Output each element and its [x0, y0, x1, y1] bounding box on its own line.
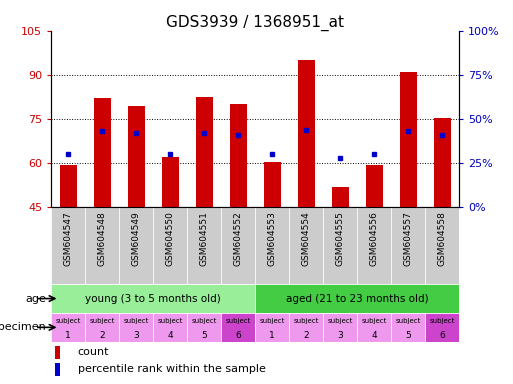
Bar [289, 207, 323, 284]
Text: GSM604554: GSM604554 [302, 211, 311, 266]
Text: 4: 4 [167, 331, 173, 340]
Text: 1: 1 [66, 331, 71, 340]
Bar [221, 313, 255, 342]
Text: subject: subject [191, 318, 217, 324]
Text: subject: subject [226, 318, 251, 324]
Text: subject: subject [429, 318, 455, 324]
Bar [187, 207, 221, 284]
Bar [366, 165, 383, 207]
Text: aged (21 to 23 months old): aged (21 to 23 months old) [286, 293, 428, 304]
Bar [255, 284, 459, 313]
Bar [153, 207, 187, 284]
Text: subject: subject [90, 318, 115, 324]
Text: subject: subject [293, 318, 319, 324]
Text: 5: 5 [202, 331, 207, 340]
Text: 3: 3 [338, 331, 343, 340]
Text: young (3 to 5 months old): young (3 to 5 months old) [85, 293, 221, 304]
Bar [162, 157, 179, 207]
Bar [94, 98, 111, 207]
Bar [119, 313, 153, 342]
Bar [433, 118, 450, 207]
Text: GSM604548: GSM604548 [98, 211, 107, 266]
Bar [119, 207, 153, 284]
Text: count: count [78, 347, 109, 357]
Text: GSM604553: GSM604553 [268, 211, 277, 266]
Bar [55, 363, 60, 376]
Bar [289, 313, 323, 342]
Bar [425, 207, 459, 284]
Text: 6: 6 [439, 331, 445, 340]
Bar [357, 313, 391, 342]
Bar [255, 207, 289, 284]
Bar [85, 313, 119, 342]
Bar [264, 162, 281, 207]
Text: 2: 2 [100, 331, 105, 340]
Bar [323, 313, 357, 342]
Text: 4: 4 [371, 331, 377, 340]
Text: subject: subject [260, 318, 285, 324]
Text: GSM604555: GSM604555 [336, 211, 345, 266]
Text: GSM604549: GSM604549 [132, 211, 141, 266]
Text: GSM604556: GSM604556 [370, 211, 379, 266]
Bar [391, 207, 425, 284]
Text: subject: subject [55, 318, 81, 324]
Bar [196, 97, 213, 207]
Bar [51, 313, 85, 342]
Bar [255, 313, 289, 342]
Bar [221, 207, 255, 284]
Bar [332, 187, 349, 207]
Text: age: age [25, 293, 46, 304]
Text: subject: subject [124, 318, 149, 324]
Title: GDS3939 / 1368951_at: GDS3939 / 1368951_at [166, 15, 344, 31]
Text: subject: subject [362, 318, 387, 324]
Text: 6: 6 [235, 331, 241, 340]
Text: subject: subject [396, 318, 421, 324]
Text: GSM604550: GSM604550 [166, 211, 175, 266]
Text: subject: subject [327, 318, 353, 324]
Bar [357, 207, 391, 284]
Text: GSM604558: GSM604558 [438, 211, 447, 266]
Bar [60, 165, 77, 207]
Text: specimen: specimen [0, 322, 46, 333]
Bar [400, 72, 417, 207]
Bar [323, 207, 357, 284]
Bar [425, 313, 459, 342]
Text: 3: 3 [133, 331, 139, 340]
Text: percentile rank within the sample: percentile rank within the sample [78, 364, 266, 374]
Bar [55, 346, 60, 359]
Text: 1: 1 [269, 331, 275, 340]
Bar [128, 106, 145, 207]
Text: 5: 5 [405, 331, 411, 340]
Bar [51, 207, 85, 284]
Bar [298, 60, 314, 207]
Text: GSM604557: GSM604557 [404, 211, 412, 266]
Bar [85, 207, 119, 284]
Bar [187, 313, 221, 342]
Bar [51, 284, 255, 313]
Bar [230, 104, 247, 207]
Text: GSM604547: GSM604547 [64, 211, 73, 266]
Bar [153, 313, 187, 342]
Text: subject: subject [157, 318, 183, 324]
Text: GSM604552: GSM604552 [234, 211, 243, 266]
Text: 2: 2 [303, 331, 309, 340]
Bar [391, 313, 425, 342]
Text: GSM604551: GSM604551 [200, 211, 209, 266]
